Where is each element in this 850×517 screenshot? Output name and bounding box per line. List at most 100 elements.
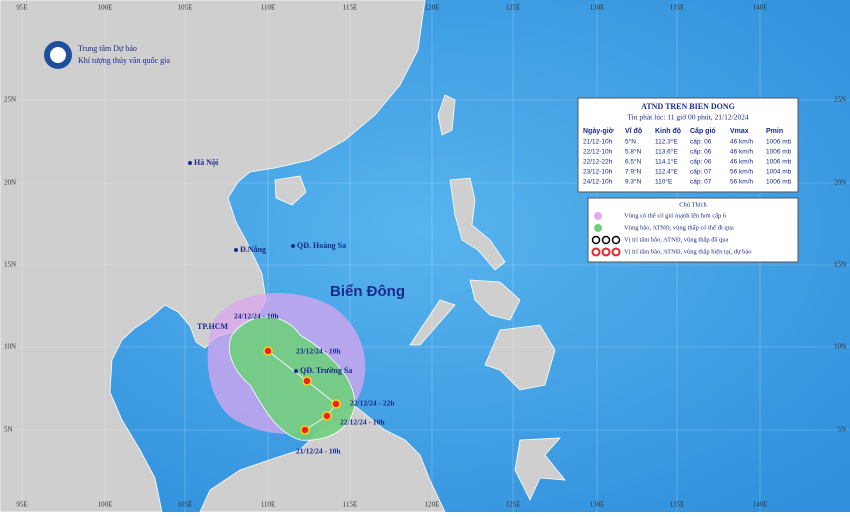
table-header: Ngày-giờ <box>583 128 614 135</box>
hainan <box>274 175 307 206</box>
table-header: Cấp gió <box>690 127 716 135</box>
lat-label: 20N <box>4 179 16 187</box>
legend-icon <box>601 247 611 257</box>
table-cell: 9.3°N <box>625 178 642 186</box>
lon-label: 95E <box>16 4 27 12</box>
place-label: Hà Nội <box>194 158 219 167</box>
table-cell: cấp: 06 <box>690 137 712 146</box>
table-cell: 7.9°N <box>625 168 642 176</box>
table-cell: 22/12-22h <box>583 159 613 166</box>
place-dot <box>234 248 238 252</box>
lon-label: 130E <box>590 501 605 509</box>
lon-label: 105E <box>178 501 193 509</box>
lat-label: 5N <box>4 426 13 434</box>
legend-icon <box>594 224 602 232</box>
table-cell: 22/12-10h <box>583 149 613 156</box>
land <box>0 0 566 513</box>
track-label: 22/12/24 - 10h <box>340 418 385 427</box>
table-cell: cấp: 06 <box>690 147 712 156</box>
table-cell: 5.8°N <box>625 148 642 156</box>
track-point <box>331 399 341 409</box>
track-label: 24/12/24 - 10h <box>234 312 279 321</box>
legend-item: Vị trí tâm bão, ATNĐ, vùng thấp đã qua <box>624 236 728 243</box>
lon-label: 95E <box>16 501 27 509</box>
legend-icon <box>594 212 602 220</box>
table-header: Vmax <box>730 128 749 135</box>
lon-label: 115E <box>343 4 358 12</box>
table-cell: cấp: 06 <box>690 157 712 166</box>
lat-label: 20N <box>834 179 846 187</box>
place-label: Đ.Nẵng <box>240 245 266 254</box>
table-cell: 23/12-10h <box>583 169 613 176</box>
table-cell: 46 km/h <box>730 139 754 146</box>
lon-label: 100E <box>98 4 113 12</box>
track-cone <box>228 316 356 441</box>
table-cell: cấp: 07 <box>690 167 712 176</box>
bulletin-issued: Tin phát lúc: 11 giờ 00 phút, 21/12/2024 <box>627 113 749 122</box>
lon-label: 135E <box>670 501 685 509</box>
table-cell: 56 km/h <box>730 169 754 176</box>
track-point <box>322 411 332 421</box>
bulletin-box: ATND TREN BIEN DONG Tin phát lúc: 11 giờ… <box>577 97 799 193</box>
lon-label: 135E <box>670 4 685 12</box>
lon-label: 125E <box>506 4 521 12</box>
table-cell: 114.1°E <box>655 158 678 166</box>
legend-icon <box>611 235 621 245</box>
table-cell: 21/12-10h <box>583 139 613 146</box>
legend-icon <box>591 235 601 245</box>
table-cell: 110°E <box>655 178 673 186</box>
legend-item: Vùng có thể có gió mạnh lên hơn cấp 6 <box>624 212 727 219</box>
lon-label: 110E <box>261 4 276 12</box>
table-cell: 1006 mb <box>766 149 792 156</box>
table-cell: 46 km/h <box>730 149 754 156</box>
logo <box>44 41 72 69</box>
table-cell: 46 km/h <box>730 159 754 166</box>
logo-inner <box>50 47 66 63</box>
lon-label: 140E <box>753 501 768 509</box>
table-cell: 112.4°E <box>655 168 678 176</box>
lat-label: 5N <box>837 426 846 434</box>
lat-label: 25N <box>4 96 16 104</box>
lon-label: 120E <box>425 4 440 12</box>
table-cell: 1006 mb <box>766 139 792 146</box>
table-cell: 112.3°E <box>655 138 678 146</box>
place-dot <box>291 244 295 248</box>
bulletin-title: ATND TREN BIEN DONG <box>641 102 735 111</box>
lat-label: 15N <box>834 261 846 269</box>
lon-label: 140E <box>753 4 768 12</box>
table-cell: 5°N <box>625 138 636 146</box>
track-point <box>300 425 310 435</box>
lat-label: 25N <box>834 96 846 104</box>
track-label: 23/12/24 - 10h <box>296 347 341 356</box>
legend-title: Chú Thích <box>679 201 707 208</box>
place-label: Biển Đông <box>330 283 405 300</box>
track-label: 22/12/24 - 22h <box>350 399 395 408</box>
table-header: Pmin <box>766 128 783 135</box>
place-label: TP.HCM <box>197 322 228 331</box>
place-label: QĐ. Trường Sa <box>300 366 352 375</box>
visayas <box>409 279 521 346</box>
legend-panel <box>587 197 799 263</box>
legend-icon <box>601 235 611 245</box>
table-cell: 6.5°N <box>625 158 642 166</box>
legend-item: Vùng bão, ATNĐ, vùng thấp có thể đi qua <box>624 224 734 231</box>
lon-label: 100E <box>98 501 113 509</box>
table-header: Vĩ độ <box>625 128 642 135</box>
lat-label: 10N <box>834 343 846 351</box>
track-points <box>263 346 341 435</box>
header-line: Khí tượng thủy văn quốc gia <box>78 56 170 65</box>
table-cell: 1006 mb <box>766 179 792 186</box>
lon-label: 130E <box>590 4 605 12</box>
lat-label: 10N <box>4 343 16 351</box>
track-point <box>263 346 273 356</box>
lon-label: 115E <box>343 501 358 509</box>
legend-icon <box>591 247 601 257</box>
place-label: QĐ. Hoàng Sa <box>297 241 346 250</box>
mindanao <box>484 324 556 391</box>
lon-label: 110E <box>261 501 276 509</box>
header-line: Trung tâm Dự báo <box>78 44 137 53</box>
legend-box: Chú Thích Vùng có thể có gió mạnh lên hơ… <box>587 197 799 263</box>
legend-item: Vị trí tâm bão, ATNĐ, vùng thấp hiện tại… <box>624 248 752 255</box>
